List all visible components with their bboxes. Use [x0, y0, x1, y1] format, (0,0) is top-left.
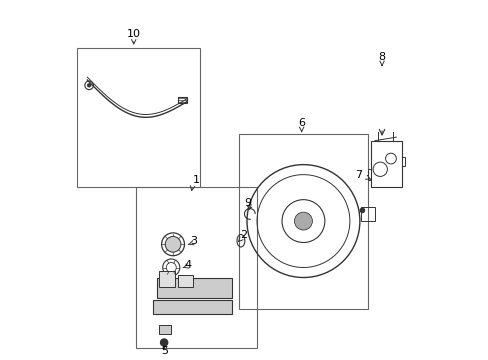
Circle shape [165, 237, 181, 252]
Bar [159, 325, 171, 334]
Bar [157, 278, 231, 298]
Bar [153, 300, 231, 314]
Bar [178, 275, 192, 287]
Text: 7: 7 [354, 170, 362, 180]
Bar [159, 271, 175, 287]
Bar [135, 187, 257, 348]
Bar [178, 275, 192, 287]
Text: 6: 6 [298, 118, 305, 128]
Bar [159, 325, 171, 334]
Circle shape [294, 212, 312, 230]
Circle shape [87, 84, 90, 87]
Text: 4: 4 [184, 260, 192, 270]
Text: 3: 3 [190, 237, 197, 247]
Bar [367, 169, 370, 180]
Bar [239, 134, 367, 309]
Bar [401, 157, 405, 166]
Bar [178, 97, 187, 103]
Circle shape [360, 208, 364, 212]
Bar [77, 48, 200, 187]
Text: 10: 10 [126, 28, 141, 39]
Text: 5: 5 [161, 346, 168, 356]
Text: 8: 8 [378, 52, 385, 62]
Bar [360, 207, 374, 221]
Text: 9: 9 [244, 198, 250, 208]
Circle shape [160, 339, 167, 346]
Text: 1: 1 [192, 175, 200, 185]
Bar [159, 271, 175, 287]
Bar [157, 278, 231, 298]
Bar [370, 141, 401, 187]
Bar [153, 300, 231, 314]
Text: 2: 2 [240, 230, 246, 240]
